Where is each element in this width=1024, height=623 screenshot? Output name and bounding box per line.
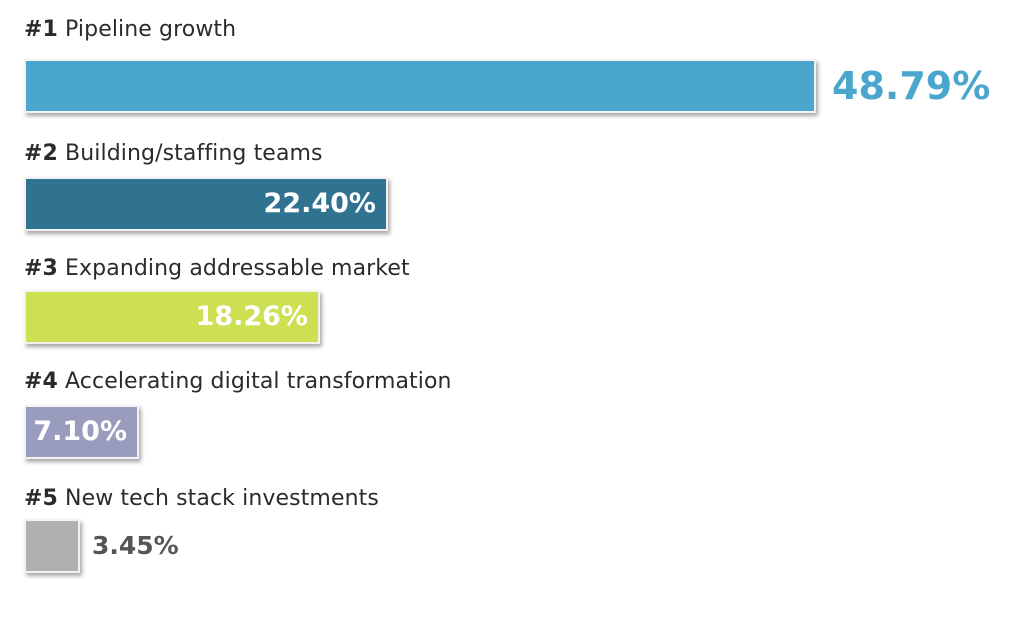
value-label-1: 48.79% bbox=[832, 64, 991, 108]
category-name-2: Building/staffing teams bbox=[65, 141, 323, 166]
value-label-5: 3.45% bbox=[92, 531, 179, 560]
category-name-1: Pipeline growth bbox=[65, 17, 237, 42]
bar-3 bbox=[24, 290, 320, 344]
value-label-2: 22.40% bbox=[263, 188, 376, 219]
category-label-3: #3 Expanding addressable market bbox=[24, 256, 410, 282]
category-name-5: New tech stack investments bbox=[65, 486, 379, 511]
rank-label-1: #1 bbox=[24, 17, 58, 42]
rank-label-5: #5 bbox=[24, 486, 58, 511]
rank-label-2: #2 bbox=[24, 141, 58, 166]
value-label-4: 7.10% bbox=[33, 416, 127, 447]
category-label-5: #5 New tech stack investments bbox=[24, 486, 379, 512]
bar-4 bbox=[24, 405, 139, 459]
category-label-4: #4 Accelerating digital transformation bbox=[24, 369, 452, 395]
rank-label-4: #4 bbox=[24, 369, 58, 394]
bar-2 bbox=[24, 177, 388, 231]
value-label-3: 18.26% bbox=[195, 301, 308, 332]
bar-1 bbox=[24, 59, 816, 113]
category-name-3: Expanding addressable market bbox=[65, 256, 410, 281]
bar-5 bbox=[24, 519, 80, 573]
category-label-1: #1 Pipeline growth bbox=[24, 17, 236, 43]
category-label-2: #2 Building/staffing teams bbox=[24, 141, 323, 167]
category-name-4: Accelerating digital transformation bbox=[65, 369, 452, 394]
rank-label-3: #3 bbox=[24, 256, 58, 281]
